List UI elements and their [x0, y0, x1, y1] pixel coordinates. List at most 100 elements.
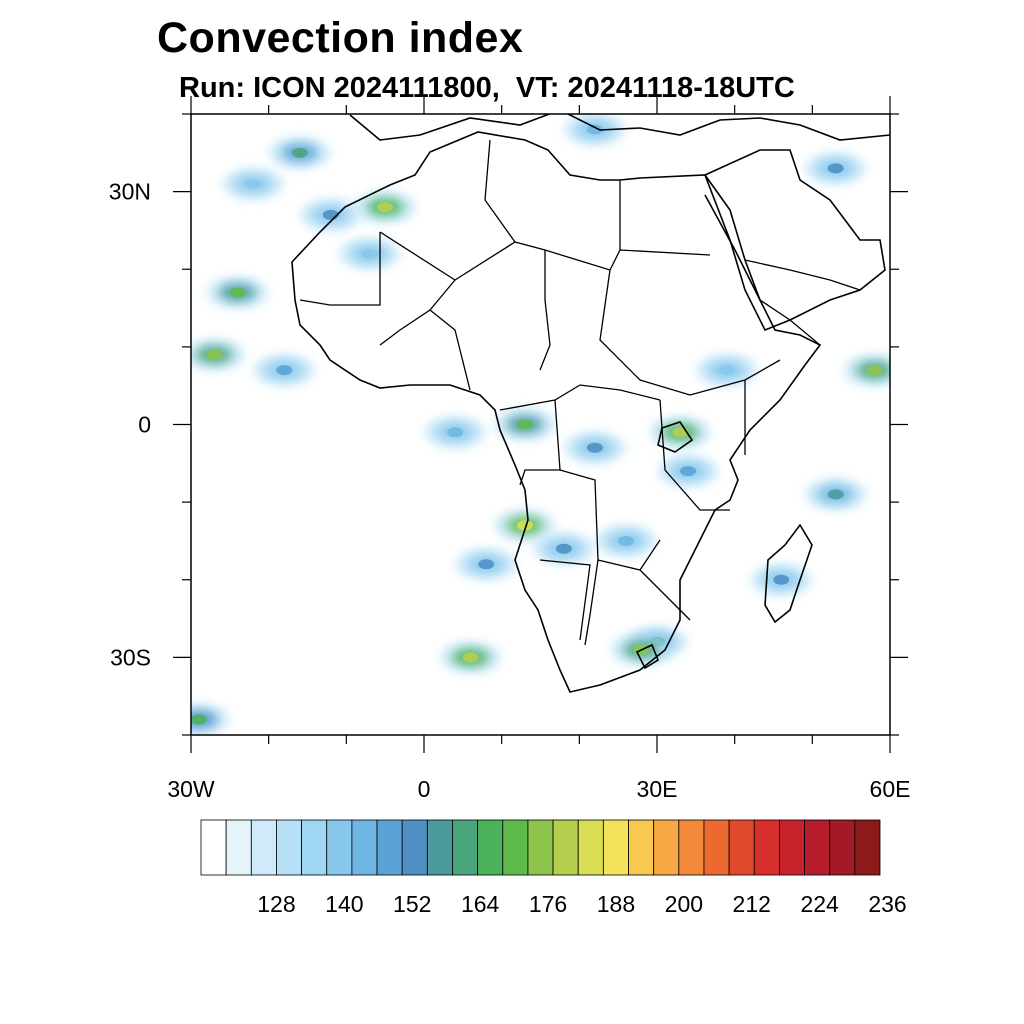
madagascar-coastline: [764, 523, 813, 624]
colorbar-swatch: [502, 819, 529, 876]
colorbar-label: 224: [800, 891, 839, 917]
field-congo-basin: [564, 431, 625, 464]
field-ethiopia: [696, 354, 757, 387]
colorbar-swatch: [301, 819, 328, 876]
x-tick-label: 0: [418, 776, 431, 802]
colorbar-swatch: [703, 819, 730, 876]
field-core: [516, 520, 533, 531]
colorbar-swatch: [452, 819, 479, 876]
colorbar-swatch: [653, 819, 680, 876]
colorbar-label: 176: [529, 891, 567, 917]
coastlines: [291, 114, 890, 693]
field-core: [229, 287, 246, 298]
field-core: [462, 652, 479, 663]
colorbar-swatch: [326, 819, 353, 876]
europe-coastline: [349, 114, 890, 141]
field-core: [555, 543, 572, 554]
field-core: [718, 365, 735, 376]
field-iran-gulf: [805, 152, 866, 185]
country-borders: [299, 139, 861, 646]
colorbar-swatch: [854, 819, 881, 876]
y-tick-label: 30S: [110, 644, 151, 670]
field-madagascar: [751, 563, 812, 596]
field-angola-coast: [494, 509, 555, 542]
field-core: [291, 147, 308, 158]
colorbar-swatch: [779, 819, 805, 876]
colorbar-label: 200: [665, 891, 703, 917]
field-sw-atlantic-1: [456, 548, 517, 581]
field-n-atlantic-1: [269, 136, 330, 169]
x-tick-label: 60E: [870, 776, 911, 802]
field-tanzania: [658, 455, 719, 488]
field-sw-corner: [191, 703, 229, 735]
field-core: [245, 178, 262, 189]
field-horn-arabian-sea: [844, 354, 890, 387]
field-core: [447, 427, 464, 438]
field-w-atlantic-itcz: [191, 338, 245, 371]
colorbar-swatch: [552, 819, 579, 876]
colorbar: [200, 819, 881, 876]
field-core: [276, 365, 293, 376]
colorbar-swatch: [804, 819, 831, 876]
field-core: [361, 248, 378, 259]
x-tick-label: 30E: [637, 776, 678, 802]
field-core: [516, 419, 533, 430]
chart-title: Convection index: [157, 14, 524, 62]
colorbar-swatch: [351, 819, 378, 876]
colorbar-swatch: [225, 819, 252, 876]
field-gabon-congo: [494, 408, 555, 441]
y-tick-label: 30N: [109, 179, 151, 205]
colorbar-swatch: [250, 819, 277, 876]
colorbar-label: 152: [393, 891, 431, 917]
colorbar-labels: 128 140 152 164 176 188 200 212 224 236: [257, 891, 906, 917]
colorbar-swatch: [628, 819, 655, 876]
field-core: [827, 489, 844, 500]
field-indian-ocean-e: [805, 478, 866, 511]
field-cape-verde-band: [207, 276, 268, 309]
field-core: [206, 349, 223, 360]
colorbar-label: 236: [868, 891, 906, 917]
field-core: [191, 714, 207, 725]
colorbar-swatch: [829, 819, 856, 876]
colorbar-swatch: [728, 819, 755, 876]
field-core: [377, 202, 394, 213]
field-gulf-of-guinea: [425, 416, 486, 449]
field-sw-atlantic-2: [440, 641, 501, 674]
field-sahel-streak: [339, 237, 400, 270]
colorbar-swatch: [477, 819, 504, 876]
field-mediterranean: [564, 114, 625, 146]
axis-ticks: [173, 96, 908, 753]
chart-subtitle: Run: ICON 2024111800, VT: 20241118-18UTC: [179, 72, 795, 104]
field-angola-interior: [533, 532, 594, 565]
field-core: [827, 163, 844, 174]
field-core: [586, 124, 603, 135]
colorbar-swatch: [376, 819, 403, 876]
lake-victoria: [657, 421, 694, 453]
field-core: [478, 559, 495, 570]
colorbar-swatch: [753, 819, 780, 876]
colorbar-swatch: [577, 819, 604, 876]
field-core: [680, 466, 697, 477]
field-core: [617, 535, 634, 546]
colorbar-swatch: [426, 819, 453, 876]
axis-tick-labels: 30W 0 30E 60E 30N 0 30S: [109, 179, 911, 802]
colorbar-label: 140: [325, 891, 363, 917]
colorbar-label: 212: [733, 891, 771, 917]
x-tick-label: 30W: [167, 776, 215, 802]
colorbar-swatch: [678, 819, 705, 876]
lesotho-outline: [635, 643, 659, 670]
field-core: [866, 365, 883, 376]
colorbar-swatch: [527, 819, 554, 876]
colorbar-label: 188: [597, 891, 635, 917]
y-tick-label: 0: [138, 412, 151, 438]
field-w-morocco-band: [355, 191, 416, 224]
colorbar-swatch: [602, 819, 629, 876]
field-n-atlantic-2: [223, 167, 284, 200]
colorbar-swatch: [401, 819, 428, 876]
field-core: [773, 574, 790, 585]
field-zambia-band: [595, 524, 656, 557]
colorbar-label: 128: [257, 891, 295, 917]
field-guinea-coast: [254, 354, 315, 387]
africa-coastline: [291, 131, 822, 693]
